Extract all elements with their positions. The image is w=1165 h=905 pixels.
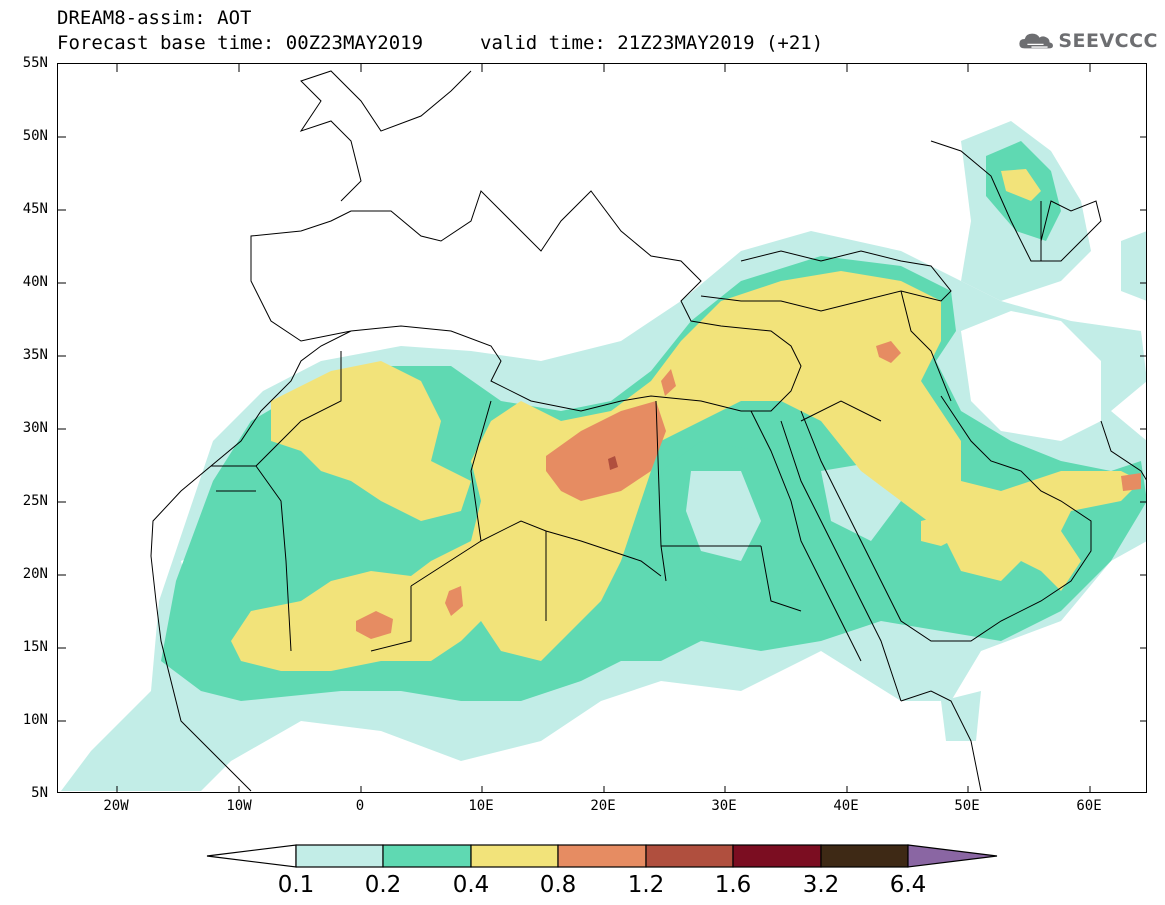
lat-label-40n: 40N: [22, 274, 48, 290]
lon-label-40e: 40E: [833, 798, 859, 814]
coastlines-borders: [150, 70, 1146, 792]
colorbar-bin-2: [382, 844, 472, 868]
lat-label-10n: 10N: [22, 712, 48, 728]
lat-label-20n: 20N: [22, 566, 48, 582]
colorbar-bin-3: [470, 844, 559, 868]
colorbar-label-3-2: 3.2: [802, 872, 840, 898]
colorbar-under-arrow: [206, 844, 297, 868]
aot-level-5: [608, 456, 618, 470]
colorbar-bin-1: [295, 844, 384, 868]
colorbar-label-0-2: 0.2: [364, 872, 402, 898]
colorbar-bin-5: [645, 844, 734, 868]
colorbar-label-0-1: 0.1: [277, 872, 315, 898]
logo-text: SEEVCCC: [1058, 30, 1158, 52]
forecast-base-time: Forecast base time: 00Z23MAY2019: [57, 32, 424, 54]
lat-label-55n: 55N: [22, 55, 48, 71]
colorbar-label-0-4: 0.4: [452, 872, 490, 898]
aot-map-svg: [58, 64, 1146, 792]
lat-label-5n: 5N: [31, 785, 48, 801]
lon-label-20w: 20W: [103, 798, 129, 814]
lon-label-60e: 60E: [1076, 798, 1102, 814]
colorbar-bin-7: [820, 844, 909, 868]
lon-label-20e: 20E: [590, 798, 616, 814]
map-title: DREAM8-assim: AOT: [57, 7, 252, 29]
aot-level-4: [356, 341, 1141, 639]
colorbar-bin-4: [557, 844, 647, 868]
lat-label-45n: 45N: [22, 201, 48, 217]
colorbar-label-0-8: 0.8: [539, 872, 577, 898]
colorbar-label-1-6: 1.6: [714, 872, 752, 898]
colorbar-label-1-2: 1.2: [627, 872, 665, 898]
lat-label-50n: 50N: [22, 128, 48, 144]
colorbar-bin-6: [732, 844, 822, 868]
colorbar: [206, 844, 998, 868]
lon-label-30e: 30E: [711, 798, 737, 814]
lon-label-10e: 10E: [468, 798, 494, 814]
colorbar-label-6-4: 6.4: [889, 872, 927, 898]
map-ticks: [58, 64, 1146, 792]
cloud-icon: [1019, 33, 1053, 49]
lat-label-15n: 15N: [22, 639, 48, 655]
colorbar-over-arrow: [907, 844, 998, 868]
lat-label-35n: 35N: [22, 347, 48, 363]
lat-label-25n: 25N: [22, 493, 48, 509]
valid-time: valid time: 21Z23MAY2019 (+21): [480, 32, 824, 54]
lon-label-10w: 10W: [226, 798, 252, 814]
seevccc-logo: SEEVCCC: [1018, 26, 1158, 56]
aot-map: [57, 63, 1147, 793]
aot-level-3: [231, 169, 1141, 671]
lon-label-50e: 50E: [954, 798, 980, 814]
lat-label-30n: 30N: [22, 420, 48, 436]
lon-label-0: 0: [355, 798, 365, 814]
